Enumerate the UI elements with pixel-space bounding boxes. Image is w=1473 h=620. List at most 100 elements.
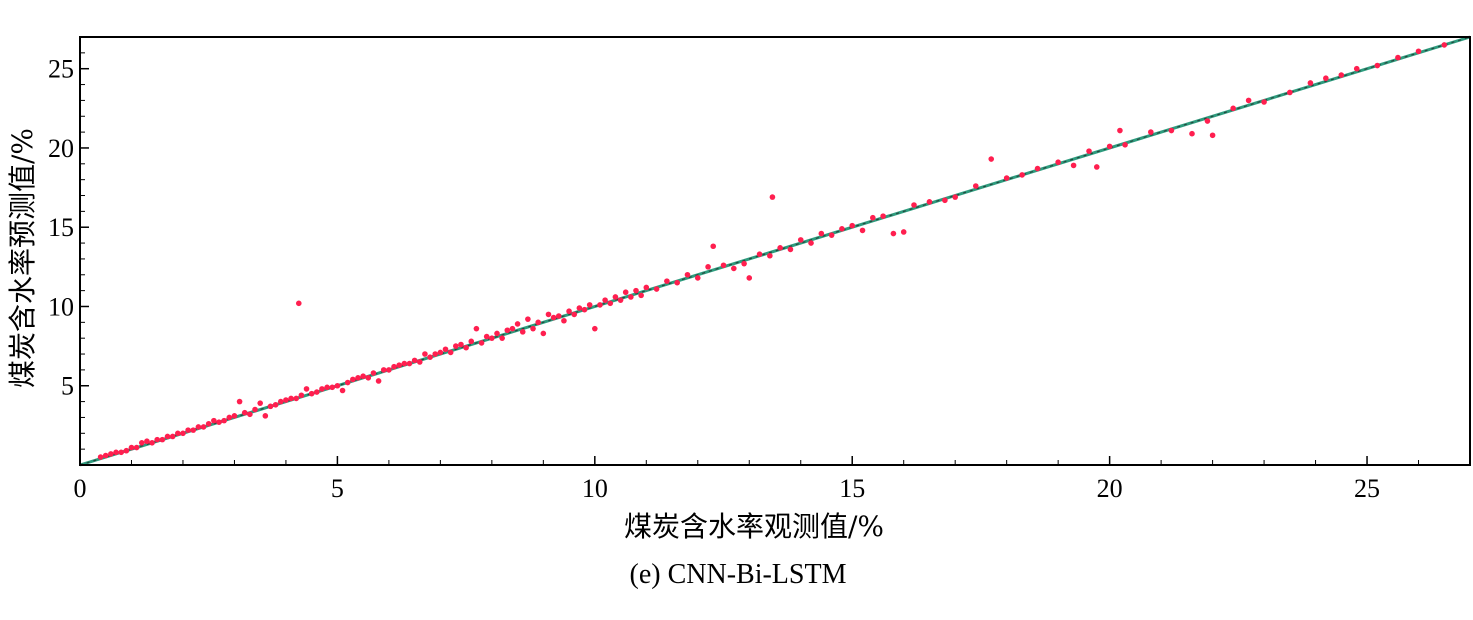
data-point — [1374, 62, 1381, 69]
data-point — [1261, 99, 1267, 105]
data-point — [566, 308, 572, 315]
data-point — [633, 287, 639, 294]
data-point — [257, 400, 263, 406]
data-point — [926, 199, 933, 205]
data-point — [113, 449, 119, 456]
data-point — [437, 349, 444, 356]
data-point — [767, 252, 773, 259]
chart-caption: (e) CNN-Bi-LSTM — [630, 559, 847, 590]
data-point — [597, 302, 603, 308]
data-point — [1106, 143, 1113, 150]
data-point — [416, 359, 423, 365]
x-tick-label: 25 — [1354, 474, 1380, 503]
data-point — [334, 382, 341, 389]
data-point — [839, 226, 845, 232]
data-point — [133, 444, 140, 451]
data-point — [1148, 129, 1154, 135]
data-point — [118, 449, 124, 456]
data-point — [592, 325, 598, 332]
data-point — [468, 338, 475, 345]
data-point — [952, 194, 958, 200]
data-point — [489, 335, 495, 341]
data-point — [756, 251, 763, 257]
data-point — [123, 447, 130, 454]
y-axis: 5 10 15 20 25 — [48, 52, 89, 450]
data-point — [746, 275, 753, 281]
data-point — [169, 433, 176, 440]
data-point — [324, 384, 330, 391]
y-tick-label: 25 — [48, 55, 74, 84]
x-tick-label: 0 — [74, 474, 87, 503]
data-point — [1122, 141, 1128, 148]
data-point — [1093, 164, 1100, 170]
data-point — [1117, 127, 1123, 134]
data-point — [519, 329, 526, 335]
data-point — [231, 413, 238, 419]
y-tick-label: 15 — [48, 213, 74, 242]
data-point — [216, 419, 222, 426]
data-point — [458, 341, 464, 348]
data-point — [581, 306, 588, 313]
data-point — [308, 390, 315, 397]
data-point — [159, 436, 166, 443]
data-point — [741, 260, 747, 267]
data-point — [406, 360, 413, 367]
data-point — [1441, 42, 1448, 48]
data-point — [664, 278, 670, 284]
data-point — [988, 156, 995, 162]
data-point — [643, 284, 650, 291]
data-point — [432, 351, 439, 357]
data-point — [1353, 65, 1360, 72]
data-point — [97, 454, 104, 460]
data-point — [612, 294, 619, 300]
data-point — [586, 302, 593, 308]
data-point — [525, 316, 531, 322]
data-point — [185, 427, 191, 433]
data-point — [900, 229, 907, 235]
data-point — [195, 424, 202, 430]
data-point — [205, 420, 212, 427]
x-axis-title: 煤炭含水率观测值/% — [624, 510, 884, 543]
data-point — [607, 300, 614, 307]
data-point — [818, 230, 825, 237]
data-point — [890, 230, 897, 237]
data-point — [200, 424, 207, 430]
data-point — [972, 183, 979, 189]
data-point — [1323, 75, 1329, 82]
data-point — [226, 414, 233, 421]
data-point — [283, 397, 289, 403]
data-point — [684, 271, 691, 278]
data-point — [355, 375, 361, 381]
data-point — [370, 370, 377, 376]
data-point — [277, 398, 284, 405]
data-point — [1245, 97, 1252, 104]
data-point — [1003, 175, 1010, 181]
data-point — [149, 440, 155, 446]
data-point — [859, 227, 866, 234]
data-point — [221, 417, 227, 424]
data-point — [545, 311, 552, 318]
data-point — [617, 297, 624, 303]
plot-frame — [79, 36, 1471, 466]
data-point — [808, 240, 814, 246]
data-point — [1189, 130, 1195, 137]
data-point — [1395, 54, 1401, 61]
data-point — [427, 354, 433, 361]
data-point — [447, 349, 454, 356]
data-point — [638, 292, 644, 299]
data-point — [138, 440, 145, 446]
data-point — [295, 300, 302, 307]
data-point — [180, 430, 186, 437]
x-tick-label: 10 — [582, 474, 608, 503]
x-tick-label: 15 — [839, 474, 865, 503]
data-point — [128, 444, 135, 451]
data-point — [880, 213, 886, 219]
data-point — [175, 430, 181, 437]
y-tick-label: 20 — [48, 134, 74, 163]
data-point — [190, 427, 197, 433]
data-point — [108, 451, 114, 457]
data-point — [530, 325, 536, 332]
data-point — [720, 262, 727, 269]
data-point — [298, 392, 305, 399]
